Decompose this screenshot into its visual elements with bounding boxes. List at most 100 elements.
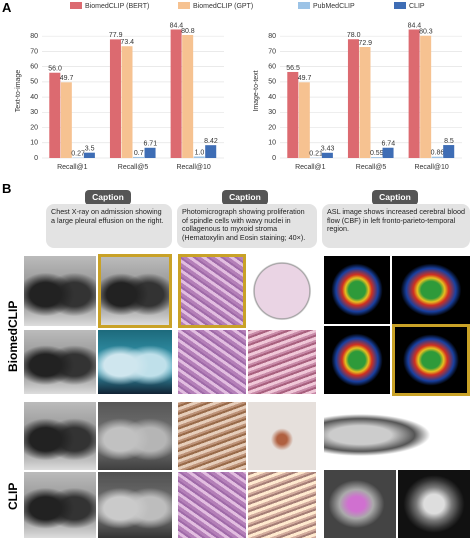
image [24,472,96,538]
image [24,256,96,326]
value-label: 6.71 [143,141,157,148]
bar [371,157,383,158]
bar [431,156,443,158]
image [178,330,246,394]
bar [321,152,333,158]
bar [83,152,95,158]
y-tick-label: 40 [268,94,276,101]
row-label: BiomedCLIP [6,300,20,372]
image [98,330,172,394]
y-tick-label: 50 [30,79,38,86]
value-label: 78.0 [347,32,361,39]
image [178,254,246,328]
y-tick-label: 30 [268,109,276,116]
caption-text: Photomicrograph showing proliferation of… [177,204,317,248]
image [324,470,396,538]
image [248,402,316,470]
caption-text: Chest X-ray on admission showing a large… [46,204,172,248]
bar [170,29,182,159]
value-label: 8.5 [444,138,454,145]
image [324,402,470,468]
x-tick-label: Recall@10 [414,164,448,171]
image [98,402,172,470]
value-label: 56.0 [48,66,62,73]
caption-header: Caption [85,190,131,205]
value-label: 3.43 [321,146,335,153]
value-label: 84.4 [170,22,184,29]
y-tick-label: 40 [30,94,38,101]
panel-label: A [2,0,12,15]
y-tick-label: 80 [30,33,38,40]
y-tick-label: 10 [30,140,38,147]
bar [287,71,299,158]
bar [144,147,156,158]
bar [193,156,205,158]
bar [121,46,133,158]
bar [382,147,394,158]
value-label: 84.4 [408,22,422,29]
legend-label: CLIP [409,3,425,10]
y-tick-label: 10 [268,140,276,147]
image [24,330,96,394]
value-label: 0.27 [71,150,85,157]
y-axis-label: Image-to-text [253,70,260,111]
y-tick-label: 70 [268,48,276,55]
value-label: 0.86 [431,150,445,157]
legend-swatch [178,2,190,9]
image [24,402,96,470]
value-label: 80.8 [181,28,195,35]
y-tick-label: 0 [34,155,38,162]
value-label: 73.4 [120,39,134,46]
bar [133,156,145,158]
y-tick-label: 20 [30,124,38,131]
legend-label: PubMedCLIP [313,3,355,10]
value-label: 49.7 [298,75,312,82]
bar [109,39,121,158]
bar [408,29,420,159]
y-tick-label: 50 [268,79,276,86]
x-tick-label: Recall@1 [57,164,88,171]
value-label: 72.9 [358,40,372,47]
image [324,256,390,324]
value-label: 0.7 [134,150,144,157]
bar [443,145,455,158]
image [248,256,316,326]
charts: 0 10 20 30 40 50 60 70 80 Text-to-image Recall@1 56… [15,2,462,171]
bar [60,82,72,158]
image [398,470,470,538]
image [324,326,390,394]
bar [347,39,359,158]
image [248,472,316,538]
caption-header: Caption [372,190,418,205]
legend-label: BiomedCLIP (GPT) [193,3,253,10]
y-tick-label: 0 [272,155,276,162]
bar [420,35,432,158]
value-label: 80.3 [419,29,433,36]
image [248,330,316,394]
image [392,324,470,396]
legend-swatch [70,2,82,9]
x-tick-label: Recall@5 [118,164,149,171]
image [392,256,470,324]
bar [298,82,310,158]
legend-swatch [298,2,310,9]
bar [205,145,217,158]
x-tick-label: Recall@5 [356,164,387,171]
y-tick-label: 60 [268,63,276,70]
caption-text: ASL image shows increased cerebral blood… [322,204,470,248]
value-label: 1.0 [195,149,205,156]
value-label: 49.7 [60,75,74,82]
x-tick-label: Recall@10 [176,164,210,171]
caption-header: Caption [222,190,268,205]
y-tick-label: 80 [268,33,276,40]
bar [359,46,371,159]
value-label: 8.42 [204,138,218,145]
y-axis-label: Text-to-image [15,70,22,113]
bar [182,34,194,158]
panel-label: B [2,181,12,196]
image [178,402,246,470]
value-label: 77.9 [109,32,123,39]
value-label: 6.74 [381,141,395,148]
row-label: CLIP [6,482,20,510]
